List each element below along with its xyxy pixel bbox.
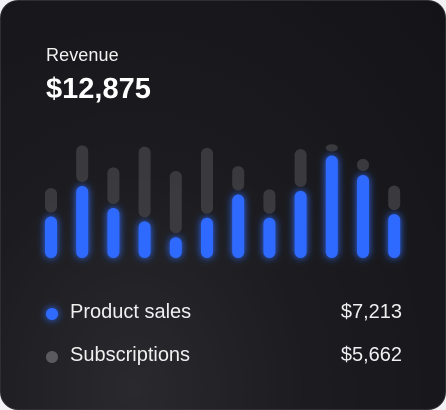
legend-label-product-sales: Product sales [70,301,192,323]
bar-subscriptions-11 [357,158,369,172]
bar-subscriptions-9 [294,149,307,187]
bar-product-sales-5 [169,237,182,258]
bar-subscriptions-7 [232,166,245,191]
bar-product-sales-9 [294,190,307,258]
legend-label-subscriptions: Subscriptions [70,344,191,366]
subscriptions-dot-icon [46,351,58,363]
bar-product-sales-11 [357,175,369,258]
bar-product-sales-7 [232,194,245,258]
bar-product-sales-8 [263,217,276,258]
bar-subscriptions-4 [138,146,151,218]
legend-value-subscriptions: $5,662 [340,344,402,366]
revenue-bar-chart [45,144,401,258]
legend-value-product-sales: $7,213 [340,301,402,323]
revenue-title: Revenue [46,45,119,65]
bar-subscriptions-8 [263,189,276,214]
bar-product-sales-6 [201,217,213,258]
bar-product-sales-1 [45,216,57,258]
bar-subscriptions-5 [169,171,182,234]
bar-product-sales-4 [138,221,151,258]
bar-subscriptions-10 [325,144,338,152]
bar-subscriptions-1 [45,188,57,213]
bar-subscriptions-12 [388,185,401,211]
bar-product-sales-3 [107,207,120,258]
bar-product-sales-2 [76,186,89,258]
bar-product-sales-10 [325,155,338,258]
legend-item-product-sales: Product sales $7,213 [46,299,402,327]
bar-subscriptions-3 [107,167,120,204]
revenue-total: $12,875 [46,73,151,105]
bar-subscriptions-2 [76,145,89,183]
bar-product-sales-12 [388,214,401,258]
product-sales-dot-icon [46,308,58,320]
legend-item-subscriptions: Subscriptions $5,662 [46,342,402,370]
bar-subscriptions-6 [201,147,213,214]
